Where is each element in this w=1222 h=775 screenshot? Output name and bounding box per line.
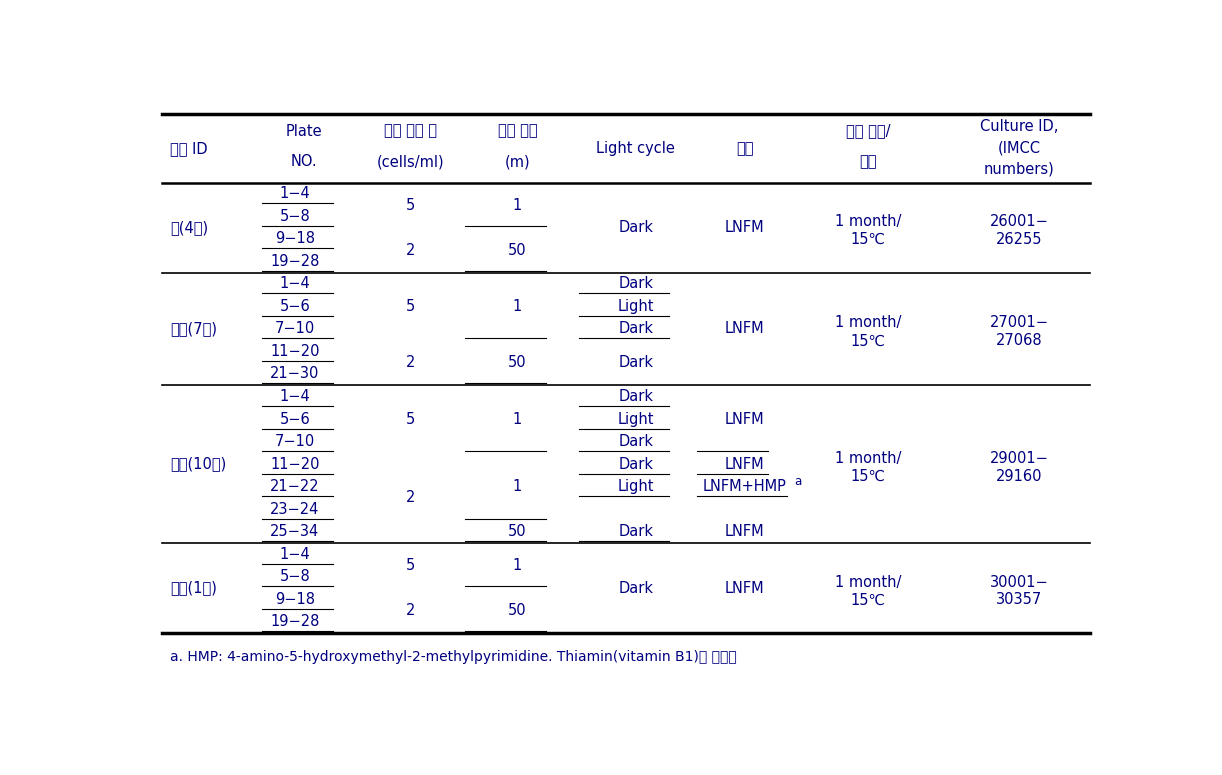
Text: 5−6: 5−6 — [280, 412, 310, 426]
Text: Dark: Dark — [618, 277, 654, 291]
Text: 29001−: 29001− — [990, 450, 1048, 466]
Text: Culture ID,: Culture ID, — [980, 119, 1058, 134]
Text: 5−8: 5−8 — [280, 208, 310, 224]
Text: Light: Light — [617, 299, 654, 314]
Text: 채수 깊이: 채수 깊이 — [497, 123, 538, 139]
Text: 21−22: 21−22 — [270, 479, 320, 494]
Text: 11−20: 11−20 — [270, 344, 320, 359]
Text: Light cycle: Light cycle — [596, 141, 676, 156]
Text: 배양 기간/: 배양 기간/ — [846, 123, 890, 139]
Text: 겨울(1월): 겨울(1월) — [170, 580, 216, 595]
Text: 온도: 온도 — [859, 154, 876, 170]
Text: 50: 50 — [508, 355, 527, 370]
Text: 5−8: 5−8 — [280, 570, 310, 584]
Text: 25−34: 25−34 — [270, 524, 319, 539]
Text: 9−18: 9−18 — [275, 231, 315, 246]
Text: Dark: Dark — [618, 456, 654, 472]
Text: 1−4: 1−4 — [280, 277, 310, 291]
Text: 가을(10월): 가을(10월) — [170, 456, 226, 472]
Text: 30357: 30357 — [996, 592, 1042, 608]
Text: 1: 1 — [513, 198, 522, 212]
Text: 15℃: 15℃ — [851, 592, 885, 608]
Text: 1−4: 1−4 — [280, 546, 310, 562]
Text: 1 month/: 1 month/ — [835, 574, 901, 590]
Text: 배지: 배지 — [736, 141, 754, 156]
Text: 시료 ID: 시료 ID — [170, 141, 208, 156]
Text: 30001−: 30001− — [990, 574, 1048, 590]
Text: 21−30: 21−30 — [270, 367, 319, 381]
Text: 5−6: 5−6 — [280, 299, 310, 314]
Text: 5: 5 — [406, 198, 415, 212]
Text: Plate: Plate — [286, 123, 323, 139]
Text: a: a — [794, 475, 802, 488]
Text: 1: 1 — [513, 412, 522, 426]
Text: 5: 5 — [406, 299, 415, 314]
Text: a. HMP: 4-amino-5-hydroxymethyl-2-methylpyrimidine. Thiamin(vitamin B1)의 전구체: a. HMP: 4-amino-5-hydroxymethyl-2-methyl… — [170, 650, 737, 664]
Text: LNFM: LNFM — [725, 456, 765, 472]
Text: 2: 2 — [406, 603, 415, 618]
Text: 50: 50 — [508, 603, 527, 618]
Text: 23−24: 23−24 — [270, 501, 319, 517]
Text: 26001−: 26001− — [990, 214, 1048, 229]
Text: Dark: Dark — [618, 322, 654, 336]
Text: Dark: Dark — [618, 389, 654, 404]
Text: 2: 2 — [406, 355, 415, 370]
Text: 1 month/: 1 month/ — [835, 450, 901, 466]
Text: 15℃: 15℃ — [851, 469, 885, 484]
Text: LNFM: LNFM — [725, 220, 765, 235]
Text: 1: 1 — [513, 479, 522, 494]
Text: Dark: Dark — [618, 434, 654, 449]
Text: 29160: 29160 — [996, 469, 1042, 484]
Text: 50: 50 — [508, 243, 527, 257]
Text: 11−20: 11−20 — [270, 456, 320, 472]
Text: 1−4: 1−4 — [280, 186, 310, 202]
Text: (IMCC: (IMCC — [998, 141, 1041, 156]
Text: Dark: Dark — [618, 580, 654, 595]
Text: 1 month/: 1 month/ — [835, 315, 901, 330]
Text: 50: 50 — [508, 524, 527, 539]
Text: Light: Light — [617, 479, 654, 494]
Text: 19−28: 19−28 — [270, 615, 319, 629]
Text: 접종 세균 수: 접종 세균 수 — [384, 123, 436, 139]
Text: numbers): numbers) — [984, 161, 1055, 176]
Text: 2: 2 — [406, 491, 415, 505]
Text: 1: 1 — [513, 299, 522, 314]
Text: 봄(4월): 봄(4월) — [170, 220, 208, 235]
Text: 7−10: 7−10 — [275, 322, 315, 336]
Text: LNFM+HMP: LNFM+HMP — [703, 479, 787, 494]
Text: (m): (m) — [505, 154, 530, 170]
Text: 5: 5 — [406, 558, 415, 573]
Text: NO.: NO. — [291, 154, 318, 170]
Text: 5: 5 — [406, 412, 415, 426]
Text: Dark: Dark — [618, 355, 654, 370]
Text: LNFM: LNFM — [725, 580, 765, 595]
Text: 27001−: 27001− — [990, 315, 1048, 330]
Text: Dark: Dark — [618, 220, 654, 235]
Text: 19−28: 19−28 — [270, 254, 319, 269]
Text: 2: 2 — [406, 243, 415, 257]
Text: 7−10: 7−10 — [275, 434, 315, 449]
Text: 1: 1 — [513, 558, 522, 573]
Text: Light: Light — [617, 412, 654, 426]
Text: 1−4: 1−4 — [280, 389, 310, 404]
Text: (cells/ml): (cells/ml) — [376, 154, 444, 170]
Text: 15℃: 15℃ — [851, 232, 885, 247]
Text: 1 month/: 1 month/ — [835, 214, 901, 229]
Text: 여름(7월): 여름(7월) — [170, 322, 216, 336]
Text: LNFM: LNFM — [725, 322, 765, 336]
Text: LNFM: LNFM — [725, 524, 765, 539]
Text: 9−18: 9−18 — [275, 592, 315, 607]
Text: Dark: Dark — [618, 524, 654, 539]
Text: 26255: 26255 — [996, 232, 1042, 247]
Text: 27068: 27068 — [996, 333, 1042, 349]
Text: LNFM: LNFM — [725, 412, 765, 426]
Text: 15℃: 15℃ — [851, 333, 885, 349]
